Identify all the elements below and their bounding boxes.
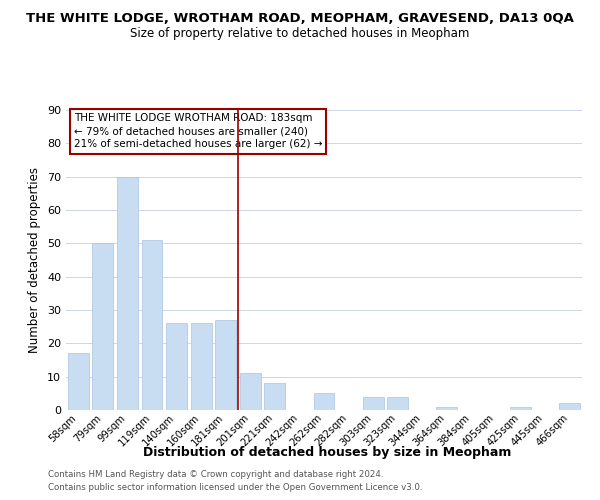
Y-axis label: Number of detached properties: Number of detached properties <box>28 167 41 353</box>
Bar <box>362 396 383 410</box>
Text: Contains public sector information licensed under the Open Government Licence v3: Contains public sector information licen… <box>48 484 422 492</box>
Bar <box>240 374 261 410</box>
Bar <box>559 404 580 410</box>
Bar <box>265 384 286 410</box>
Bar <box>387 396 408 410</box>
Text: THE WHITE LODGE WROTHAM ROAD: 183sqm
← 79% of detached houses are smaller (240)
: THE WHITE LODGE WROTHAM ROAD: 183sqm ← 7… <box>74 113 322 150</box>
Bar <box>166 324 187 410</box>
Bar <box>314 394 334 410</box>
Text: Contains HM Land Registry data © Crown copyright and database right 2024.: Contains HM Land Registry data © Crown c… <box>48 470 383 479</box>
Text: Distribution of detached houses by size in Meopham: Distribution of detached houses by size … <box>143 446 511 459</box>
Bar <box>215 320 236 410</box>
Bar <box>117 176 138 410</box>
Bar <box>142 240 163 410</box>
Bar <box>191 324 212 410</box>
Bar <box>68 354 89 410</box>
Bar <box>510 406 531 410</box>
Text: THE WHITE LODGE, WROTHAM ROAD, MEOPHAM, GRAVESEND, DA13 0QA: THE WHITE LODGE, WROTHAM ROAD, MEOPHAM, … <box>26 12 574 26</box>
Bar <box>92 244 113 410</box>
Text: Size of property relative to detached houses in Meopham: Size of property relative to detached ho… <box>130 28 470 40</box>
Bar <box>436 406 457 410</box>
